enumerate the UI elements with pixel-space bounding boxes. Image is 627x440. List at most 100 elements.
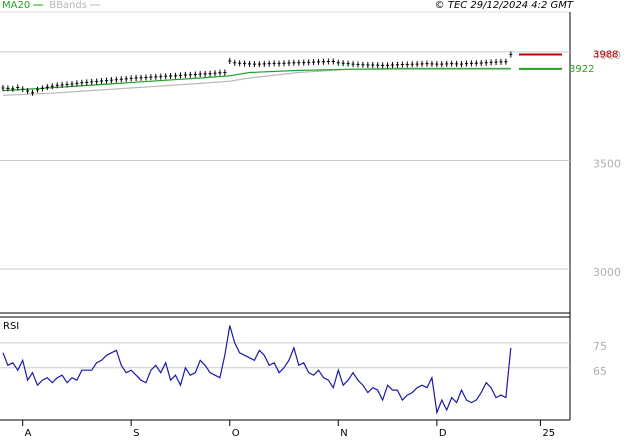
price-bar: [499, 58, 503, 65]
price-bar: [312, 59, 316, 66]
price-bar: [272, 60, 276, 67]
price-bar: [321, 58, 325, 65]
last-ma-label: 3922: [569, 64, 594, 75]
price-bar: [302, 59, 306, 66]
price-bar: [21, 86, 25, 93]
price-bar: [331, 58, 335, 65]
x-tick-label: O: [232, 428, 240, 439]
price-bar: [55, 82, 59, 89]
price-bar: [178, 72, 182, 79]
price-bar: [11, 85, 15, 92]
price-bar: [351, 61, 355, 68]
price-bar: [336, 59, 340, 66]
price-bar: [371, 61, 375, 68]
price-bar: [90, 78, 94, 85]
price-bar: [95, 78, 99, 85]
price-bar: [415, 61, 419, 68]
rsi-line: [2, 325, 512, 415]
price-bar: [114, 76, 118, 83]
price-bar: [257, 61, 261, 68]
price-bar: [6, 85, 10, 92]
price-bar: [188, 71, 192, 78]
price-bar: [297, 59, 301, 66]
price-bar: [65, 81, 69, 88]
price-bar: [317, 58, 321, 65]
price-bar: [282, 60, 286, 67]
price-bar: [425, 60, 429, 67]
price-bar: [252, 61, 256, 68]
price-bar: [400, 61, 404, 68]
y-tick-label: 65: [593, 365, 607, 378]
indicator-line: [2, 68, 511, 92]
x-tick-label: D: [439, 428, 447, 439]
price-bar: [356, 61, 360, 68]
price-bar: [469, 60, 473, 67]
price-bar: [100, 78, 104, 85]
price-bar: [435, 61, 439, 68]
price-bar: [174, 72, 178, 79]
price-bar: [31, 89, 35, 96]
price-bar: [183, 71, 187, 78]
copyright: © TEC 29/12/2024 4:2 GMT: [435, 0, 574, 11]
price-bar: [105, 77, 109, 84]
price-bar: [193, 71, 197, 78]
price-bar: [479, 59, 483, 66]
price-bar: [262, 60, 266, 67]
price-bar: [223, 69, 227, 76]
price-bar: [243, 60, 247, 67]
price-bar: [149, 74, 153, 81]
price-bar: [154, 73, 158, 80]
price-bar: [366, 61, 370, 68]
price-bar: [287, 59, 291, 66]
price-bar: [129, 75, 133, 82]
x-tick-label: A: [25, 428, 32, 439]
price-bar: [484, 59, 488, 66]
price-bar: [326, 58, 330, 65]
price-bar: [474, 60, 478, 67]
price-bar: [80, 79, 84, 86]
x-tick-label: S: [133, 428, 139, 439]
price-bar: [445, 60, 449, 67]
legend-label: MA20: [2, 0, 30, 11]
price-bar: [460, 61, 464, 68]
price-bar: [440, 61, 444, 68]
x-tick-label: N: [340, 428, 347, 439]
price-bar: [386, 62, 390, 69]
price-bar: [139, 74, 143, 81]
y-tick-label: 75: [593, 340, 607, 353]
x-tick-label: 25: [542, 428, 555, 439]
price-bar: [430, 60, 434, 67]
price-bar: [361, 61, 365, 68]
price-bar: [450, 60, 454, 67]
price-bar: [238, 60, 242, 67]
price-bar: [124, 75, 128, 82]
price-bar: [277, 60, 281, 67]
price-bar: [233, 59, 237, 66]
price-bar: [144, 74, 148, 81]
price-bar: [40, 85, 44, 92]
price-bar: [489, 59, 493, 66]
price-bar: [390, 61, 394, 68]
price-bar: [307, 59, 311, 66]
price-bar: [381, 62, 385, 69]
price-bar: [228, 58, 232, 65]
price-bar: [75, 80, 79, 87]
price-bar: [509, 51, 513, 58]
indicator-line: [2, 67, 511, 96]
rsi-title: RSI: [3, 321, 19, 332]
price-bar: [218, 69, 222, 76]
y-tick-label: 4000: [593, 49, 621, 62]
price-bar: [420, 60, 424, 67]
price-bar: [292, 59, 296, 66]
price-bar: [109, 77, 113, 84]
price-bar: [376, 62, 380, 69]
price-bar: [1, 84, 5, 91]
price-bar: [169, 73, 173, 80]
price-bar: [164, 73, 168, 80]
price-bar: [464, 60, 468, 67]
price-bar: [247, 60, 251, 67]
price-bar: [267, 60, 271, 67]
y-tick-label: 3000: [593, 266, 621, 279]
